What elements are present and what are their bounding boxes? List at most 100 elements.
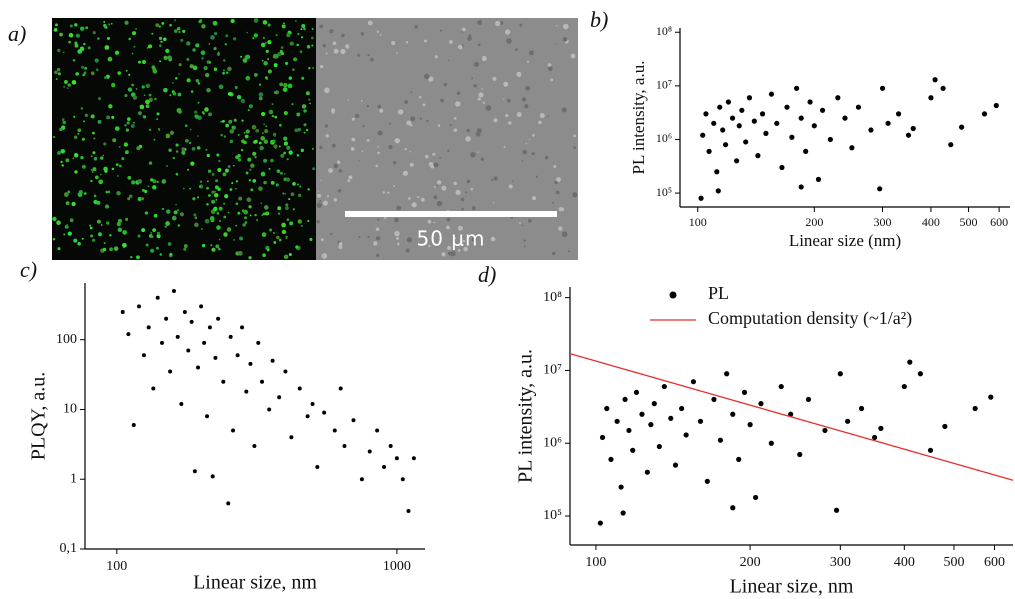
spot [106, 36, 111, 41]
particle [341, 33, 345, 38]
particle [361, 150, 364, 152]
particle [320, 64, 324, 69]
spot [308, 66, 311, 70]
spot [177, 92, 182, 97]
particle [423, 73, 430, 80]
spot [289, 221, 294, 226]
particle [436, 200, 443, 207]
data-point [179, 401, 184, 406]
spot [97, 119, 102, 124]
spot [223, 232, 228, 237]
spot [94, 175, 99, 180]
data-point [759, 111, 766, 117]
spot [81, 237, 84, 240]
spot [218, 220, 222, 223]
spot [156, 234, 161, 239]
spot [128, 37, 131, 41]
spot [166, 165, 168, 167]
particle [430, 164, 435, 169]
spot [61, 118, 65, 121]
particle [379, 108, 384, 113]
particle [490, 236, 496, 242]
particle [329, 29, 334, 34]
particle [457, 249, 461, 252]
data-point [644, 469, 650, 475]
spot [216, 153, 220, 157]
spot [194, 110, 198, 114]
data-point [120, 309, 125, 314]
spot [169, 94, 172, 97]
data-point [305, 414, 310, 419]
spot [237, 250, 243, 256]
spot [300, 148, 305, 153]
data-point [192, 469, 197, 474]
spot [189, 64, 194, 69]
x-tick-label: 400 [894, 555, 915, 570]
spot [190, 90, 194, 93]
spot [142, 115, 145, 118]
spot [151, 32, 154, 35]
particle [455, 189, 461, 195]
particle [563, 23, 569, 30]
spot [253, 18, 259, 23]
data-point [608, 456, 614, 462]
particle [375, 235, 381, 241]
data-point [411, 456, 416, 461]
data-point [171, 288, 176, 293]
data-point [131, 422, 136, 427]
particle [462, 27, 466, 32]
spot [201, 243, 206, 248]
spot [296, 183, 299, 186]
spot [110, 82, 116, 88]
particle [453, 236, 456, 240]
spot [296, 153, 300, 157]
spot [263, 180, 267, 185]
data-point [959, 124, 965, 130]
data-point [270, 358, 275, 363]
x-tick-label: 500 [959, 215, 977, 229]
data-point [827, 136, 833, 143]
data-point [819, 107, 826, 113]
spot [65, 201, 70, 206]
spot [277, 52, 282, 57]
spot [256, 219, 258, 221]
spot [94, 58, 99, 63]
particle [387, 191, 390, 195]
spot [211, 172, 215, 176]
spot [104, 204, 110, 209]
spot [73, 115, 76, 118]
data-point [351, 418, 356, 423]
data-point [221, 379, 226, 384]
particle [338, 242, 343, 246]
particle [340, 48, 346, 55]
data-point [656, 443, 662, 450]
spot [159, 60, 162, 63]
spot [131, 83, 134, 87]
particle [558, 226, 563, 231]
particle [355, 113, 360, 119]
spot [282, 87, 288, 92]
spot [279, 171, 283, 175]
spot [175, 203, 177, 206]
spot [184, 124, 188, 128]
particle [422, 103, 426, 107]
data-point [993, 102, 999, 109]
particle [379, 34, 382, 36]
spot [283, 82, 288, 88]
spot [83, 192, 87, 195]
data-point [400, 477, 405, 482]
spot [280, 46, 284, 49]
spot [53, 27, 58, 32]
data-point [213, 355, 218, 360]
spot [83, 165, 86, 168]
spot [195, 43, 200, 48]
spot [83, 42, 86, 46]
spot [261, 111, 266, 117]
particle [515, 48, 519, 51]
spot [312, 67, 315, 69]
particle [445, 225, 450, 230]
spot [312, 167, 316, 171]
spot [259, 145, 264, 151]
spot [245, 171, 249, 175]
data-point [730, 505, 736, 511]
